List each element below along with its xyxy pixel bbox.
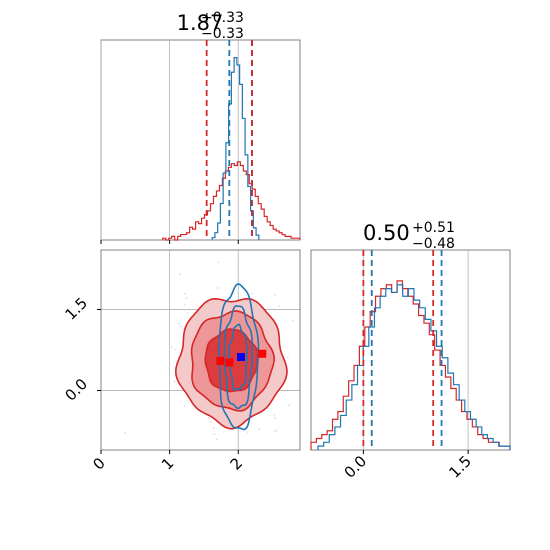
param1-title-minus: −0.33 [201,26,244,42]
param1-title-plus: +0.33 [201,10,244,26]
sample-point [186,312,189,315]
y-tick-label: 0.0 [61,375,91,405]
red-marker [216,356,225,365]
sample-point [213,427,215,430]
sample-point [251,293,254,295]
red-histogram [162,161,301,241]
x-tick-label: 1.5 [445,452,475,482]
sample-point [179,273,181,276]
param2-title: 0.50 [363,221,410,245]
sample-point [171,346,173,349]
sample-point [207,417,210,420]
sample-point [273,430,276,433]
x-tick-label: 0 [89,454,108,473]
blue-histogram [211,57,260,240]
blue-histogram [317,284,511,450]
sample-point [184,292,187,295]
sample-point [183,303,186,306]
panel-param1-histogram [100,39,301,244]
param2-title-plus: +0.51 [412,220,455,236]
sample-point [174,348,177,351]
sample-point [258,428,260,431]
sample-point [327,348,329,350]
x-tick-label: 2 [227,454,246,473]
panel-frame [100,39,301,241]
sample-point [291,319,294,322]
sample-point [237,268,239,271]
sample-point [173,380,176,383]
sample-point [287,356,289,359]
panel-param2-histogram: 0.0 1.5 [310,249,511,482]
sample-point [217,261,220,264]
sample-point [124,432,126,434]
sample-point [209,421,212,424]
x-tick-label: 1 [158,454,177,473]
sample-point [288,404,290,407]
sample-point [178,322,181,325]
sample-point [273,413,276,416]
red-marker [225,358,234,367]
sample-point [278,305,281,307]
sample-point [213,433,216,436]
red-marker [258,349,267,358]
sample-point [273,293,276,296]
sample-point [183,404,186,407]
x-tick-label: 0.0 [341,452,371,482]
sample-point [215,438,218,441]
sample-point [183,309,186,311]
blue-marker [236,353,245,362]
panel-frame [310,249,511,451]
blue-contour [228,323,248,391]
panel-joint-contour: 0 1 2 0.0 1.5 [61,249,329,474]
sample-point [216,287,219,289]
panel-frame [100,249,301,451]
y-tick-label: 1.5 [61,294,91,324]
sample-point [275,429,278,432]
sample-point [180,325,183,328]
sample-point [185,296,188,299]
param1-title: 1.87 [177,11,224,35]
param2-title-minus: −0.48 [412,236,455,252]
sample-point [246,431,249,434]
sample-point [274,417,276,420]
